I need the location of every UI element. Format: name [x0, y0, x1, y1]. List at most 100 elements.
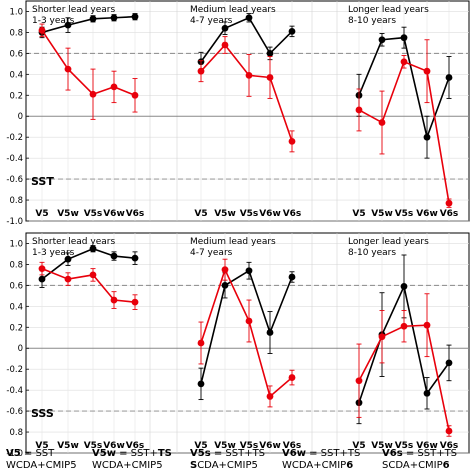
legend-line: WCDA+CMIP6 [282, 460, 353, 470]
red-data-point [221, 266, 229, 274]
red-data-point [288, 137, 296, 145]
red-data-point [266, 74, 274, 81]
category-label: V5 [352, 441, 365, 451]
group-title: Longer lead years [348, 237, 429, 247]
category-label: V6w [416, 441, 438, 451]
red-data-point [64, 275, 72, 283]
red-data-point [378, 119, 386, 126]
category-label: V5s [395, 209, 414, 219]
red-data-point [423, 67, 431, 75]
black-data-point [423, 389, 431, 397]
category-label: V6s [440, 209, 459, 219]
legend-text: CDA+CMIP5 [197, 460, 258, 470]
legend-line: V5s = SST+TS [190, 448, 265, 459]
category-label: V6s [283, 441, 302, 451]
group-title: 1-3 years [32, 248, 75, 258]
y-tick-label: -0.2 [6, 133, 23, 143]
y-tick-label: 0.6 [9, 49, 23, 59]
black-data-point [423, 133, 431, 141]
red-data-point [89, 90, 97, 98]
y-tick-label: 0.4 [9, 302, 23, 312]
legend-text: = SST+TS [306, 448, 360, 459]
legend-text: TS [158, 448, 172, 459]
legend-line: SCDA+CMIP5 [190, 460, 258, 470]
red-data-point [221, 41, 229, 49]
legend-text: SCDA+CMIP [382, 460, 443, 470]
legend-text: S [190, 460, 197, 470]
legend-line: V5 = SST [6, 448, 55, 459]
legend-text: = SST [21, 448, 55, 459]
black-data-point [89, 15, 97, 23]
black-data-point [38, 275, 46, 283]
red-data-point [378, 333, 386, 341]
y-tick-label: 0.4 [9, 70, 23, 80]
y-tick-label: 0.2 [9, 91, 23, 101]
y-tick-label: -1.0 [6, 217, 23, 227]
y-tick-label: -0.4 [6, 154, 23, 164]
red-data-point [197, 339, 205, 347]
category-label: V5w [371, 441, 393, 451]
category-label: V5 [194, 209, 207, 219]
category-label: V6s [126, 209, 145, 219]
red-data-point [110, 83, 118, 91]
black-data-point [245, 267, 253, 275]
legend-line: WCDA+CMIP5 [6, 460, 77, 470]
y-tick-label: 0.8 [9, 196, 23, 206]
black-data-point [245, 14, 253, 22]
y-tick-label: 1.0 [9, 7, 23, 17]
red-data-point [355, 377, 363, 385]
category-label: V5s [395, 441, 414, 451]
black-data-point [288, 27, 296, 35]
plot-frame [25, 0, 470, 222]
legend-line: WCDA+CMIP5 [92, 460, 163, 470]
red-data-point [400, 322, 408, 330]
red-data-point [266, 393, 274, 400]
legend-text: V5 [6, 448, 21, 459]
group-title: 4-7 years [190, 248, 233, 258]
y-tick-label: -1.0 [6, 449, 23, 459]
group-title: 8-10 years [348, 248, 396, 258]
black-data-point [131, 13, 139, 21]
y-tick-label: -0.2 [6, 365, 23, 375]
category-label: V5s [84, 209, 103, 219]
category-label: V6s [283, 209, 302, 219]
category-label: V6w [416, 209, 438, 219]
legend-text: = SST+TS [403, 448, 457, 459]
group-title: 4-7 years [190, 16, 233, 26]
group-title: 8-10 years [348, 16, 396, 26]
category-label: V6w [103, 441, 125, 451]
red-data-point [38, 265, 46, 273]
category-label: V5s [240, 441, 259, 451]
group-title: Longer lead years [348, 5, 429, 15]
category-label: V6s [126, 441, 145, 451]
black-data-point [110, 252, 118, 260]
category-label: V5w [57, 209, 79, 219]
black-data-point [378, 36, 386, 44]
y-tick-label: 1.0 [9, 239, 23, 249]
legend-line: V5w = SST+TS [92, 448, 172, 459]
panel-label: SSS [31, 407, 54, 420]
y-tick-label: 0 [18, 112, 23, 122]
category-label: V5w [214, 209, 236, 219]
category-label: V6w [259, 441, 281, 451]
panel-label: SST [31, 175, 54, 188]
red-data-point [445, 199, 453, 207]
category-label: V6s [440, 441, 459, 451]
red-data-point [110, 296, 118, 304]
black-data-point [64, 21, 72, 29]
red-data-point [38, 26, 46, 34]
legend-text: WCDA+CMIP5 [92, 460, 163, 470]
legend-text: V6w [282, 448, 306, 459]
category-label: V5w [214, 441, 236, 451]
black-data-point [131, 254, 139, 262]
plot-frame [25, 232, 470, 454]
black-data-point [64, 255, 72, 263]
y-tick-label: 0.8 [9, 28, 23, 38]
legend-text: WCDA+CMIP5 [6, 460, 77, 470]
legend-text: V5w [92, 448, 116, 459]
black-data-point [288, 273, 296, 281]
red-data-point [288, 374, 296, 381]
red-data-point [445, 427, 453, 435]
group-title: Medium lead years [190, 237, 276, 247]
